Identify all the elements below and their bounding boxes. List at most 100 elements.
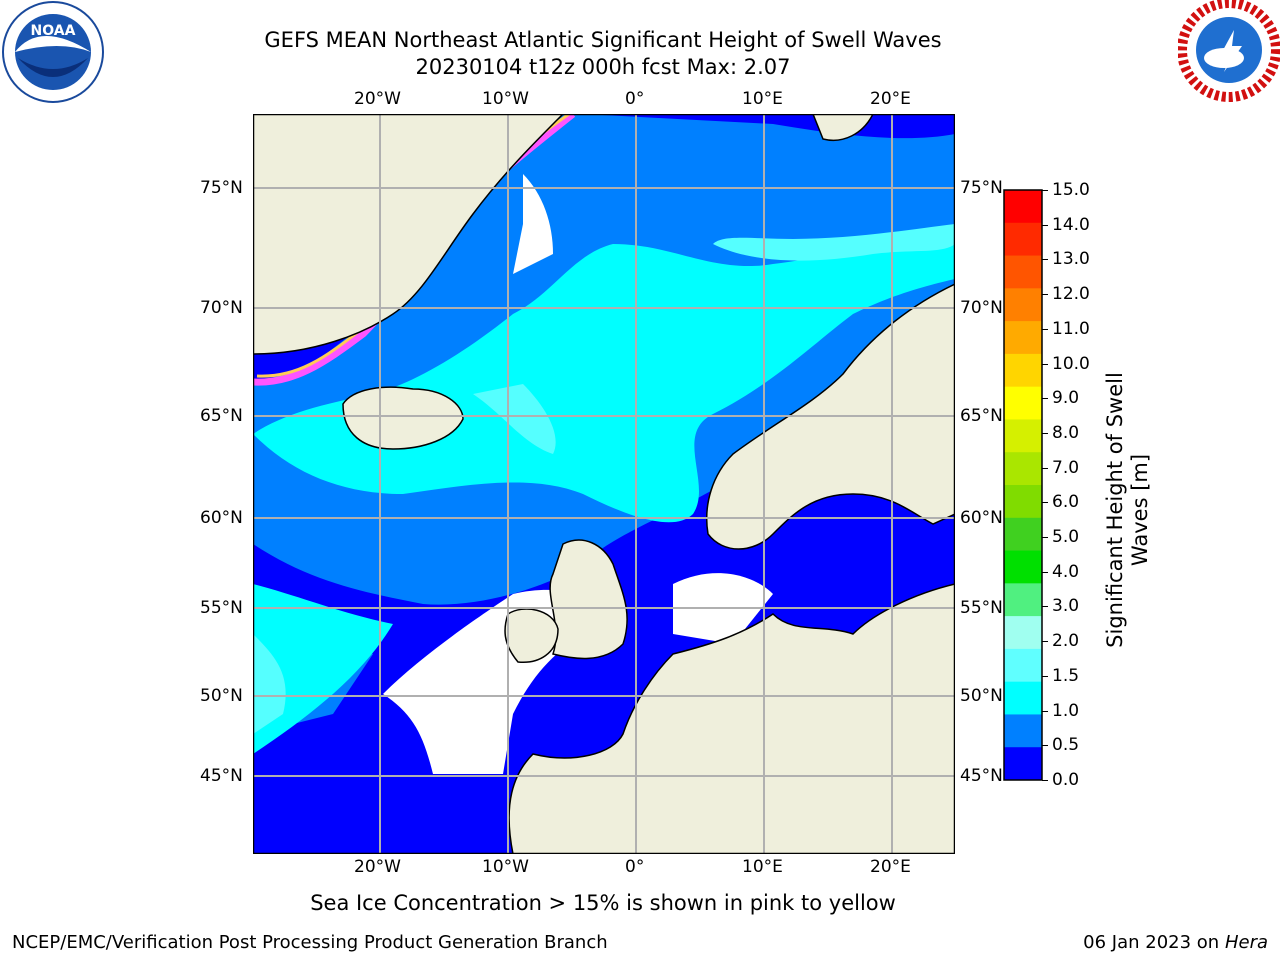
colorbar-tick-label: 1.0 [1052, 700, 1080, 721]
colorbar-tick-label: 2.0 [1052, 631, 1080, 652]
great-britain [549, 539, 628, 660]
lon-label-top-20e: 20°E [870, 89, 911, 109]
swell-height-map [253, 114, 955, 854]
footer-host: Hera [1224, 932, 1268, 953]
colorbar-tick-mark [1042, 571, 1048, 573]
colorbar-tick-mark [1042, 398, 1048, 400]
continental-europe [508, 583, 955, 854]
lon-label-bottom-10e: 10°E [742, 857, 783, 877]
colorbar-segment [1004, 517, 1042, 552]
colorbar-segment [1004, 747, 1042, 781]
lon-label-bottom-20w: 20°W [354, 857, 401, 877]
colorbar-tick-mark [1042, 259, 1048, 261]
wave-band-1p5-2-sw [253, 634, 286, 734]
colorbar-segment [1004, 321, 1042, 355]
colorbar-tick-label: 0.0 [1052, 770, 1080, 790]
wave-band-1p5-2 [713, 224, 955, 261]
lat-label-left-45n: 45°N [200, 766, 243, 786]
colorbar-title-line1: Significant Height of Swell [1103, 372, 1127, 648]
lon-label-bottom-0: 0° [625, 857, 645, 877]
colorbar-segment [1004, 550, 1042, 584]
lat-label-left-70n: 70°N [200, 298, 243, 318]
colorbar-tick-mark [1042, 606, 1048, 608]
colorbar-segment [1004, 288, 1042, 322]
colorbar-title-line2: Waves [m] [1128, 453, 1152, 567]
colorbar-tick-label: 13.0 [1052, 249, 1090, 270]
lat-label-left-60n: 60°N [200, 508, 243, 528]
lat-label-right-70n: 70°N [960, 298, 1003, 318]
colorbar-segment [1004, 714, 1042, 748]
colorbar-tick-mark [1042, 780, 1048, 781]
colorbar-segment [1004, 255, 1042, 289]
colorbar-tick-mark [1042, 190, 1048, 191]
lat-label-left-50n: 50°N [200, 686, 243, 706]
colorbar-tick-mark [1042, 675, 1048, 677]
footer-date: 06 Jan 2023 on [1083, 932, 1225, 953]
lon-label-bottom-20e: 20°E [870, 857, 911, 877]
colorbar-tick-label: 15.0 [1052, 180, 1090, 200]
colorbar-tick-mark [1042, 745, 1048, 747]
lat-label-right-75n: 75°N [960, 178, 1003, 198]
lat-label-right-60n: 60°N [960, 508, 1003, 528]
lon-label-top-10w: 10°W [482, 89, 529, 109]
lat-label-right-50n: 50°N [960, 686, 1003, 706]
colorbar-tick-label: 3.0 [1052, 596, 1080, 617]
lon-label-top-20w: 20°W [354, 89, 401, 109]
colorbar-tick-label: 9.0 [1052, 388, 1080, 409]
wave-band-1p5-2-mid [473, 384, 556, 454]
map-title: GEFS MEAN Northeast Atlantic Significant… [264, 28, 942, 52]
colorbar-tick-mark [1042, 710, 1048, 712]
lat-label-right-45n: 45°N [960, 766, 1003, 786]
colorbar-tick-label: 5.0 [1052, 527, 1080, 548]
colorbar-title: Significant Height of Swell Waves [m] [1103, 210, 1153, 810]
colorbar-tick-label: 12.0 [1052, 284, 1090, 305]
wave-band-1-1p5-sw [253, 584, 393, 754]
colorbar-segment [1004, 583, 1042, 617]
footer-left: NCEP/EMC/Verification Post Processing Pr… [12, 932, 608, 953]
colorbar-tick-label: 1.5 [1052, 665, 1080, 686]
noaa-logo-text: NOAA [31, 23, 76, 39]
colorbar-tick-label: 10.0 [1052, 353, 1090, 374]
lon-label-bottom-10w: 10°W [482, 857, 529, 877]
colorbar-segment [1004, 190, 1042, 224]
ireland [504, 608, 559, 663]
nodata-arctic [513, 174, 553, 274]
colorbar-tick-mark [1042, 328, 1048, 330]
colorbar-tick-mark [1042, 224, 1048, 226]
lat-label-right-65n: 65°N [960, 406, 1003, 426]
colorbar-tick-mark [1042, 467, 1048, 469]
colorbar-tick-label: 4.0 [1052, 561, 1080, 582]
colorbar-tick-mark [1042, 294, 1048, 296]
colorbar-segment [1004, 681, 1042, 715]
colorbar-segment [1004, 419, 1042, 453]
colorbar-tick-mark [1042, 537, 1048, 539]
iceland [342, 386, 464, 450]
noaa-logo: NOAA [2, 1, 104, 103]
colorbar-tick-label: 7.0 [1052, 457, 1080, 478]
footer-right: 06 Jan 2023 on Hera [1083, 932, 1268, 954]
sea-ice-caption: Sea Ice Concentration > 15% is shown in … [310, 891, 896, 915]
colorbar-segment [1004, 386, 1042, 420]
lat-label-left-55n: 55°N [200, 598, 243, 618]
graticule [253, 114, 955, 854]
colorbar [1003, 189, 1043, 781]
colorbar-segment [1004, 222, 1042, 257]
colorbar-tick-label: 6.0 [1052, 492, 1080, 513]
lon-label-top-10e: 10°E [742, 89, 783, 109]
colorbar-tick-mark [1042, 432, 1048, 434]
colorbar-segment [1004, 648, 1042, 683]
colorbar-tick-label: 0.5 [1052, 735, 1080, 756]
colorbar-segment [1004, 616, 1042, 650]
colorbar-tick-mark [1042, 502, 1048, 504]
wave-band-1-1p5 [253, 224, 955, 523]
colorbar-tick-mark [1042, 641, 1048, 643]
lat-label-left-75n: 75°N [200, 178, 243, 198]
lat-label-left-65n: 65°N [200, 406, 243, 426]
colorbar-tick-label: 11.0 [1052, 318, 1090, 339]
colorbar-tick-label: 14.0 [1052, 214, 1090, 235]
colorbar-segment [1004, 353, 1042, 388]
colorbar-segment [1004, 485, 1042, 519]
map-subtitle: 20230104 t12z 000h fcst Max: 2.07 [415, 55, 791, 79]
greenland [253, 114, 565, 355]
nws-logo [1178, 0, 1280, 102]
